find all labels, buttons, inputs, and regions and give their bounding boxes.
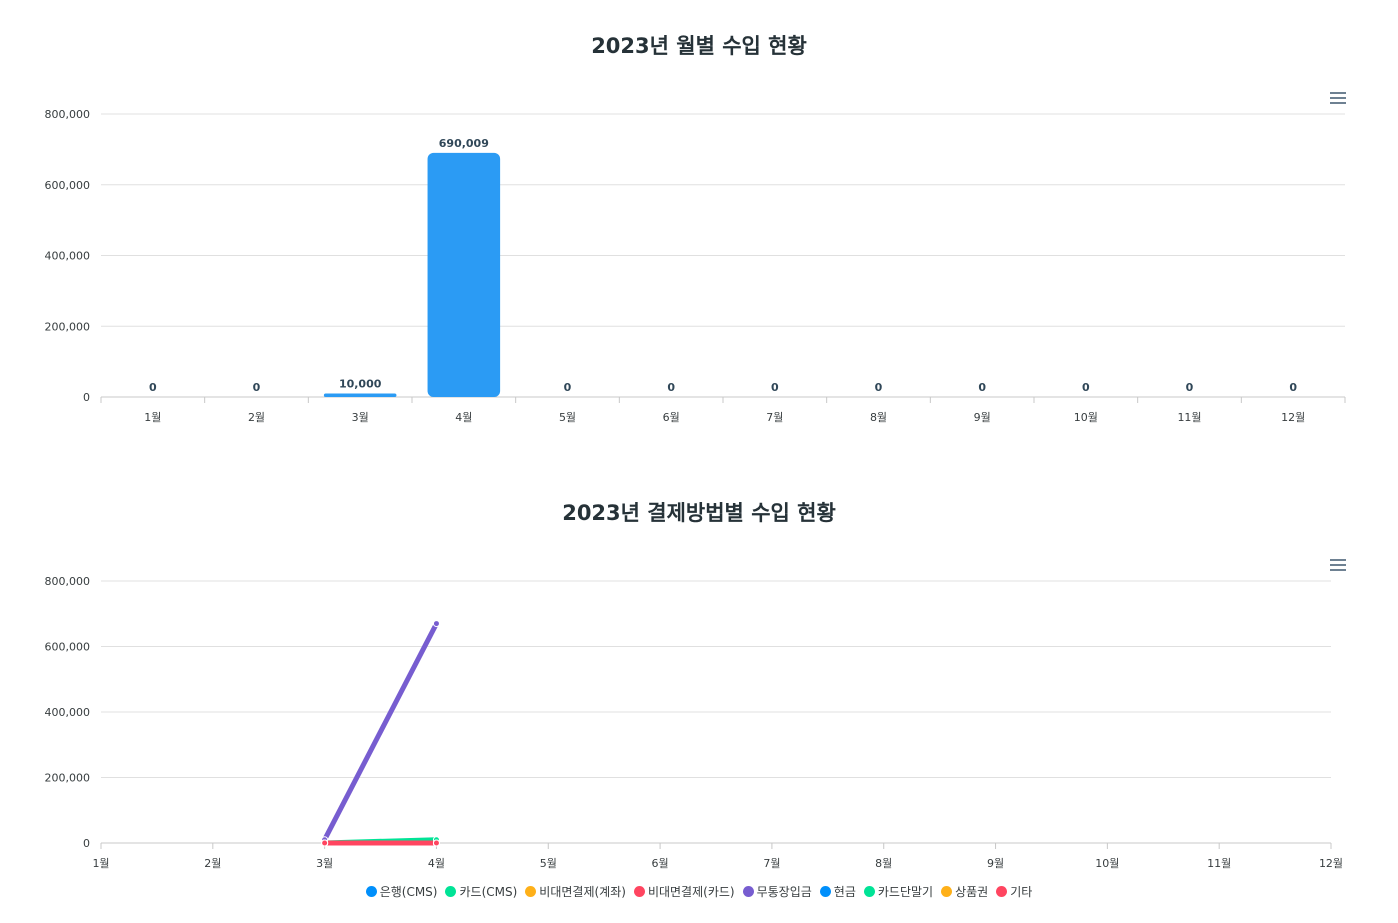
x-tick-label: 1월	[144, 411, 161, 424]
legend-label: 상품권	[955, 885, 989, 899]
bar-data-label: 690,009	[439, 137, 489, 150]
legend-marker	[941, 886, 953, 897]
series-line	[322, 622, 439, 841]
bar-data-label: 0	[1186, 381, 1194, 394]
x-tick-label: 12월	[1281, 411, 1305, 424]
legend-marker	[525, 886, 537, 897]
payment-method-income-chart: 2023년 결제방법별 수입 현황 0 200,000 400,000 600,000…	[0, 467, 1398, 923]
legend-marker	[863, 886, 875, 897]
x-tick-label: 3월	[316, 857, 333, 870]
x-tick-label: 8월	[870, 411, 887, 424]
x-tick-label: 12월	[1319, 857, 1343, 870]
data-point[interactable]	[432, 620, 440, 628]
y-tick-label: 400,000	[45, 250, 91, 263]
x-tick-label: 9월	[987, 857, 1004, 870]
bar[interactable]	[323, 393, 397, 397]
x-tick-label: 5월	[540, 857, 557, 870]
x-tick-label: 5월	[559, 411, 576, 424]
bar-data-label: 0	[253, 381, 261, 394]
y-tick-label: 600,000	[45, 179, 91, 192]
x-tick-label: 11월	[1177, 411, 1201, 424]
legend-marker	[445, 886, 457, 897]
y-tick-label: 0	[83, 391, 90, 404]
legend-label: 은행(CMS)	[379, 885, 438, 899]
x-tick-label: 4월	[455, 411, 472, 424]
bar-data-label: 0	[564, 381, 572, 394]
bar-data-label: 0	[667, 381, 675, 394]
legend-label: 현금	[833, 885, 856, 899]
x-tick-label: 9월	[974, 411, 991, 424]
x-tick-label: 10월	[1095, 857, 1119, 870]
x-tick-label: 4월	[428, 857, 445, 870]
x-tick-label: 3월	[352, 411, 369, 424]
legend-label: 무통장입금	[756, 885, 812, 899]
line-chart-svg: 0 200,000 400,000 600,000 800,000 1월 2월 3월 4월 5월 6…	[45, 575, 1344, 870]
y-tick-label: 600,000	[45, 641, 91, 654]
bar-data-label: 0	[978, 381, 986, 394]
y-tick-label: 400,000	[45, 706, 91, 719]
legend-label: 비대면결제(계좌)	[539, 885, 626, 899]
legend-item[interactable]: 상품권	[941, 883, 988, 900]
legend-item[interactable]: 은행(CMS)	[365, 883, 438, 900]
x-tick-label: 6월	[652, 857, 669, 870]
legend-item[interactable]: 비대면결제(카드)	[633, 883, 735, 900]
y-tick-label: 200,000	[45, 320, 91, 333]
legend-marker	[633, 886, 645, 897]
legend-label: 카드단말기	[877, 885, 934, 899]
bar-data-label: 0	[149, 381, 157, 394]
legend-item[interactable]: 카드단말기	[863, 883, 934, 900]
x-tick-label: 8월	[875, 857, 892, 870]
x-tick-label: 7월	[763, 857, 780, 870]
legend-item[interactable]: 기타	[996, 883, 1032, 900]
bar-data-label: 0	[1289, 381, 1297, 394]
bar[interactable]	[427, 152, 501, 397]
x-tick-label: 6월	[663, 411, 680, 424]
bar-data-label: 10,000	[339, 377, 382, 390]
bar-chart-svg: 0 200,000 400,000 600,000 800,000 1월 0 2월 0 3월 10,…	[45, 108, 1346, 424]
legend-marker	[819, 886, 831, 897]
data-point[interactable]	[432, 839, 440, 847]
y-tick-label: 0	[83, 837, 90, 850]
legend-item[interactable]: 무통장입금	[742, 883, 812, 900]
legend-item[interactable]: 카드(CMS)	[445, 883, 517, 900]
legend-label: 카드(CMS)	[459, 885, 518, 899]
legend-marker	[742, 886, 754, 897]
data-point[interactable]	[321, 839, 329, 847]
monthly-income-chart: 2023년 월별 수입 현황 0 200,000 400,000 600,000 800…	[0, 0, 1398, 460]
chart-title: 2023년 결제방법별 수입 현황	[562, 501, 836, 525]
y-tick-label: 200,000	[45, 772, 91, 785]
x-tick-label: 7월	[766, 411, 783, 424]
x-tick-label: 10월	[1074, 411, 1098, 424]
chart-title: 2023년 월별 수입 현황	[591, 34, 807, 58]
legend-item[interactable]: 현금	[819, 883, 856, 900]
x-tick-label: 1월	[92, 857, 109, 870]
y-tick-label: 800,000	[45, 108, 91, 121]
x-tick-label: 2월	[248, 411, 265, 424]
legend-item[interactable]: 비대면결제(계좌)	[525, 883, 626, 900]
x-tick-label: 2월	[204, 857, 221, 870]
legend-marker	[365, 886, 377, 897]
hamburger-menu-icon[interactable]	[1330, 559, 1346, 571]
legend-marker	[996, 886, 1008, 897]
chart-legend: 은행(CMS) 카드(CMS) 비대면결제(계좌) 비대면결제(카드) 무통장입금 현금 카…	[0, 883, 1398, 900]
x-tick-label: 11월	[1207, 857, 1231, 870]
bar-data-label: 0	[875, 381, 883, 394]
bar-data-label: 0	[771, 381, 779, 394]
bar-data-label: 0	[1082, 381, 1090, 394]
legend-label: 기타	[1010, 885, 1033, 899]
legend-label: 비대면결제(카드)	[647, 885, 735, 899]
hamburger-menu-icon[interactable]	[1330, 92, 1346, 104]
y-tick-label: 800,000	[45, 575, 91, 588]
